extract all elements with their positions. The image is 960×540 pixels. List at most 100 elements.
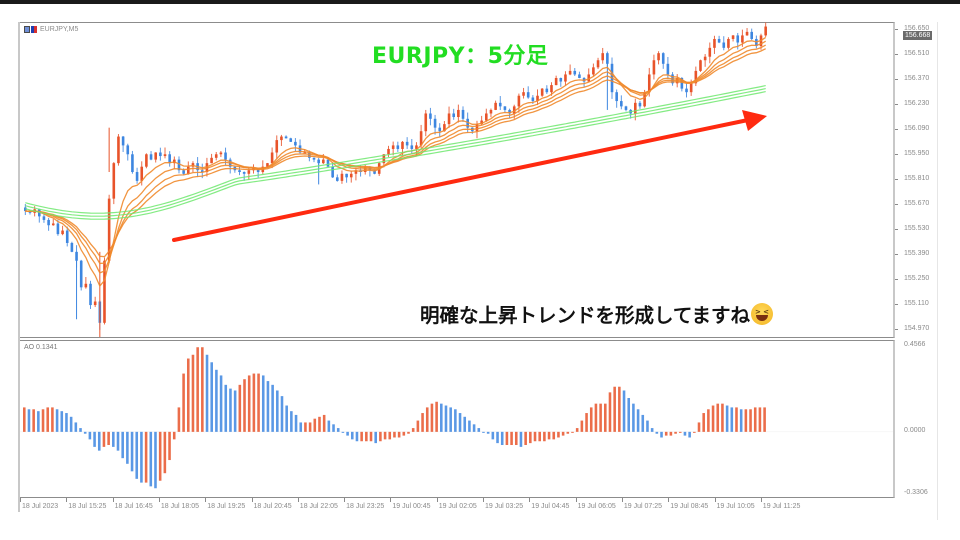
candle bbox=[750, 28, 754, 41]
candle bbox=[214, 151, 218, 161]
candle bbox=[284, 135, 288, 139]
ao-bar bbox=[74, 422, 78, 432]
candle bbox=[51, 218, 55, 226]
candle bbox=[121, 135, 125, 152]
ao-bar bbox=[393, 431, 396, 438]
candle bbox=[154, 152, 158, 163]
ao-bar bbox=[725, 405, 729, 432]
candle bbox=[312, 157, 316, 163]
ao-bar bbox=[37, 411, 40, 432]
ao-bar bbox=[618, 386, 621, 432]
ao-bar bbox=[383, 431, 387, 440]
ao-bar bbox=[55, 409, 59, 432]
ao-bar bbox=[294, 414, 298, 432]
ao-bar bbox=[285, 405, 288, 432]
ao-bar bbox=[627, 398, 631, 432]
ao-bar bbox=[716, 403, 720, 432]
ao-bar bbox=[440, 403, 443, 432]
price-axis-label: 155.110 bbox=[904, 300, 929, 308]
candle bbox=[447, 106, 451, 129]
ao-bar bbox=[655, 431, 659, 434]
candle bbox=[652, 54, 656, 80]
price-axis-tick bbox=[895, 254, 898, 256]
price-axis-tick bbox=[895, 154, 898, 156]
candle bbox=[522, 87, 525, 99]
time-axis-tick bbox=[714, 498, 716, 502]
candle bbox=[536, 89, 539, 106]
candlestick-chart[interactable] bbox=[20, 22, 893, 337]
ao-histogram[interactable] bbox=[20, 341, 893, 497]
ao-bar bbox=[135, 431, 139, 479]
price-axis-tick bbox=[895, 104, 898, 106]
grinning-squinting-face-icon: > < bbox=[750, 302, 773, 325]
price-axis-label: 156.510 bbox=[904, 50, 930, 58]
ao-bar bbox=[83, 431, 87, 434]
ao-bar bbox=[519, 431, 523, 447]
candle bbox=[70, 241, 74, 253]
ao-bar bbox=[711, 405, 715, 432]
candle bbox=[713, 35, 716, 54]
candle bbox=[335, 174, 339, 182]
candle bbox=[503, 106, 507, 113]
price-axis-label: 156.650 bbox=[904, 25, 930, 33]
ao-bar bbox=[636, 409, 640, 432]
ema-fast-line bbox=[25, 44, 767, 265]
ao-bar bbox=[678, 431, 682, 433]
candle bbox=[396, 141, 400, 152]
time-axis-tick bbox=[621, 498, 623, 502]
ao-bar bbox=[458, 413, 462, 432]
current-price-tag: 156.668 bbox=[903, 31, 933, 40]
ao-bar bbox=[744, 409, 748, 432]
time-axis-label: 18 Jul 19:25 bbox=[207, 503, 246, 510]
price-axis-tick bbox=[895, 229, 898, 231]
candle bbox=[661, 52, 665, 69]
candle bbox=[354, 167, 358, 181]
time-axis-label: 18 Jul 22:05 bbox=[299, 503, 338, 510]
candle bbox=[135, 167, 139, 184]
price-axis-tick bbox=[895, 304, 898, 306]
ao-bar bbox=[505, 431, 509, 446]
ao-bar bbox=[524, 431, 527, 446]
ao-bar bbox=[430, 403, 434, 432]
candle bbox=[233, 166, 237, 173]
price-axis-tick bbox=[895, 54, 898, 56]
candle bbox=[126, 143, 130, 161]
ao-bar bbox=[571, 431, 574, 433]
candle bbox=[145, 153, 148, 169]
candle bbox=[438, 123, 442, 138]
ao-bar bbox=[425, 407, 429, 432]
candle bbox=[554, 75, 558, 86]
ao-bar bbox=[243, 379, 246, 432]
ao-bar bbox=[702, 413, 705, 432]
candle bbox=[93, 296, 97, 308]
ao-bar bbox=[154, 431, 157, 489]
time-axis-tick bbox=[66, 498, 68, 502]
ao-indicator-pane[interactable]: AO 0.1341 bbox=[20, 340, 895, 498]
time-axis-label: 19 Jul 07:25 bbox=[623, 503, 663, 510]
candle bbox=[84, 276, 88, 289]
price-axis-tick bbox=[895, 329, 898, 331]
symbol-header: EURJPY,M5 bbox=[24, 26, 78, 33]
candle bbox=[573, 68, 577, 77]
candle bbox=[722, 36, 726, 51]
ao-bar bbox=[201, 347, 204, 432]
candle bbox=[685, 82, 688, 98]
candle bbox=[559, 77, 563, 87]
time-axis-tick bbox=[436, 498, 438, 502]
ao-bar bbox=[632, 403, 635, 432]
ao-bar bbox=[266, 381, 270, 432]
price-axis-tick bbox=[895, 204, 898, 206]
candle bbox=[65, 226, 69, 247]
candle bbox=[489, 108, 493, 118]
candle bbox=[731, 35, 735, 42]
time-axis-label: 18 Jul 2023 bbox=[22, 503, 59, 510]
candle bbox=[131, 150, 134, 174]
price-axis-label: 154.970 bbox=[904, 325, 930, 333]
candle bbox=[275, 135, 279, 159]
time-axis-tick bbox=[251, 498, 253, 502]
ao-bar bbox=[552, 431, 556, 440]
ao-bar bbox=[472, 424, 476, 432]
ao-bar bbox=[543, 431, 546, 442]
candle bbox=[694, 66, 698, 87]
ao-bar bbox=[397, 431, 401, 438]
